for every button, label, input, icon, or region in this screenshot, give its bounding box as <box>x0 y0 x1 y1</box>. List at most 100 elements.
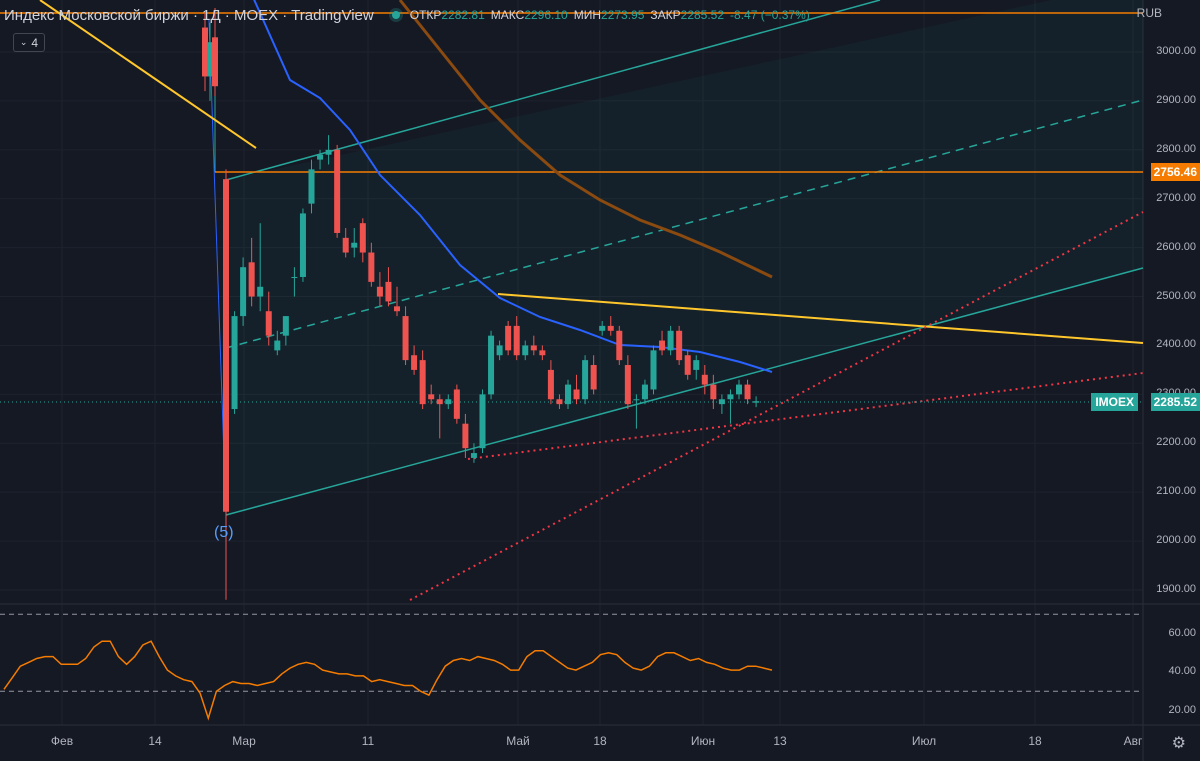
level-price-tag: 2756.46 <box>1150 163 1200 181</box>
currency-unit[interactable]: RUB <box>1136 6 1162 20</box>
change-value: -8.47 (−0.37%) <box>730 8 810 22</box>
chevron-down-icon: ⌄ <box>19 37 28 47</box>
candle-body <box>248 262 255 297</box>
candle-body <box>505 325 512 351</box>
low-label: МИН <box>573 8 602 22</box>
rsi-pane <box>0 613 1143 721</box>
price-tick-label: 2600.00 <box>1156 240 1196 253</box>
settings-gear-icon[interactable]: ⚙ <box>1171 735 1186 752</box>
time-tick-label: Мар <box>232 734 256 748</box>
candle-body <box>351 242 358 248</box>
drawings <box>0 0 1144 601</box>
candle-body <box>547 369 554 400</box>
candle-body <box>202 27 208 77</box>
close-value: 2285.52 <box>680 8 725 22</box>
rsi-tick-label: 40.00 <box>1168 665 1196 677</box>
symbol-title[interactable]: Индекс Московской биржи · 1Д · MOEX · Tr… <box>4 6 374 24</box>
candle-body <box>744 384 751 400</box>
candle-body <box>659 340 666 351</box>
candle-body <box>513 325 520 356</box>
price-tick-label: 2500.00 <box>1156 289 1196 302</box>
candle-body <box>376 286 383 297</box>
candle-body <box>325 149 332 155</box>
channel-mid-line <box>225 99 1144 349</box>
candle-body <box>624 365 631 405</box>
candle-body <box>565 384 571 405</box>
open-label: ОТКР <box>409 8 442 22</box>
candle-body <box>496 345 503 356</box>
candle-body <box>428 394 435 400</box>
candle-body <box>753 401 760 403</box>
candle-body <box>462 423 469 449</box>
candle-body <box>445 399 452 405</box>
low-value: 2273.95 <box>601 8 645 22</box>
candle-body <box>385 281 392 302</box>
candle-body <box>453 389 460 419</box>
candle-body <box>334 149 341 233</box>
price-tick-label: 2900.00 <box>1156 93 1196 106</box>
market-status-icon <box>391 11 400 19</box>
candle-body <box>419 360 426 405</box>
downtrend-line <box>39 0 257 149</box>
dotted-rising-line <box>409 211 1144 601</box>
rsi-tick-label: 20.00 <box>1168 703 1196 716</box>
candle-body <box>436 399 443 405</box>
candle-body <box>650 350 657 390</box>
candle-body <box>257 286 264 297</box>
candle-body <box>207 42 213 77</box>
price-tick-label: 2200.00 <box>1156 436 1196 449</box>
candle-body <box>265 311 272 336</box>
candle-body <box>402 316 409 361</box>
time-tick-label: Фев <box>50 734 74 748</box>
price-tick-label: 2700.00 <box>1156 191 1196 204</box>
high-label: МАКС <box>490 8 525 22</box>
candle-body <box>274 340 281 351</box>
candle-body <box>676 330 683 361</box>
triangle-upper-line <box>497 293 1144 344</box>
price-tick-label: 2000.00 <box>1156 534 1196 547</box>
channel-fill <box>226 0 1143 515</box>
candle-body <box>308 169 315 204</box>
candle-body <box>299 213 306 277</box>
time-tick-label: 14 <box>148 734 162 748</box>
chart-header: Индекс Московской биржи · 1Д · MOEX · Tr… <box>0 0 810 30</box>
candle-body <box>727 394 734 400</box>
candle-body <box>599 325 606 331</box>
candle-body <box>701 374 708 385</box>
time-tick-label: Май <box>506 734 530 748</box>
slow-moving-average <box>398 0 773 279</box>
close-label: ЗАКР <box>650 8 681 22</box>
candle-body <box>212 37 218 87</box>
candle-body <box>736 384 742 395</box>
candle-body <box>223 179 229 512</box>
candle-body <box>342 237 349 253</box>
candle-body <box>368 252 375 282</box>
candle-body <box>291 276 298 278</box>
fast-moving-average <box>253 0 773 373</box>
candle-body <box>667 330 674 351</box>
candle-body <box>641 384 648 400</box>
candle-body <box>488 335 495 395</box>
time-tick-label: 18 <box>1028 734 1042 748</box>
price-tick-label: 2100.00 <box>1156 485 1196 498</box>
candle-body <box>556 399 563 405</box>
time-tick-label: 18 <box>593 734 607 748</box>
price-tick-label: 2800.00 <box>1156 142 1196 155</box>
time-tick-label: Июн <box>690 734 716 748</box>
candle-body <box>607 325 614 331</box>
candle-body <box>633 399 640 401</box>
indicators-toggle[interactable]: ⌄ 4 <box>13 33 45 52</box>
candle-body <box>479 394 486 449</box>
open-value: 2282.81 <box>441 8 485 22</box>
candle-body <box>718 399 725 405</box>
candle-body <box>590 365 597 390</box>
candle-body <box>582 360 589 400</box>
candle-body <box>470 453 477 458</box>
last-price-tag: 2285.52 <box>1150 393 1200 411</box>
candle-body <box>522 345 529 356</box>
candle-body <box>359 223 366 253</box>
time-tick-label: 13 <box>773 734 787 748</box>
time-tick-label: Июл <box>911 734 937 748</box>
